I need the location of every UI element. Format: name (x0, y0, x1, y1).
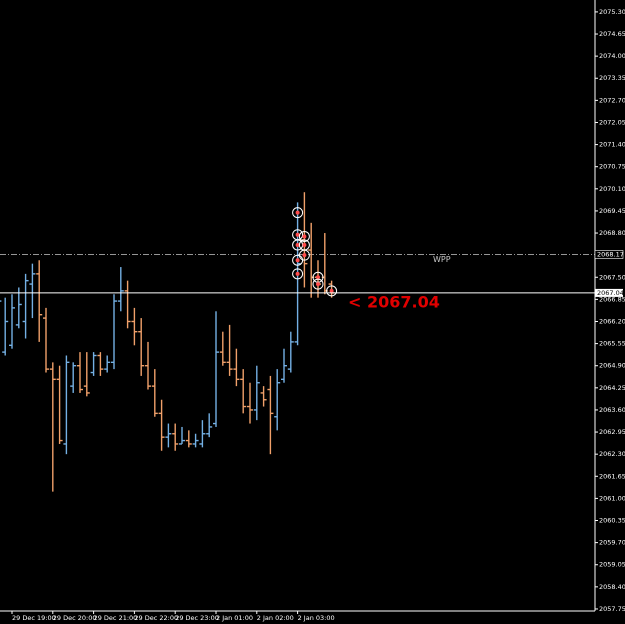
x-tick-label: 29 Dec 20:00 (53, 614, 97, 622)
signal-dot (302, 234, 307, 239)
y-tick-label: 2064.25 (599, 384, 625, 392)
signal-ring (292, 268, 304, 280)
price-label: 2067.04 (597, 289, 624, 297)
y-tick-label: 2068.80 (599, 229, 625, 237)
y-tick-label: 2057.75 (599, 605, 625, 613)
y-tick-label: 2071.40 (599, 141, 625, 149)
y-tick-label: 2066.85 (599, 295, 625, 303)
y-tick-label: 2072.05 (599, 118, 625, 126)
x-tick-label: 29 Dec 22:00 (134, 614, 178, 622)
signal-dot (295, 271, 300, 276)
x-tick-label: 29 Dec 23:00 (175, 614, 219, 622)
y-tick-label: 2073.35 (599, 74, 625, 82)
y-tick-label: 2062.30 (599, 450, 625, 458)
price-box (595, 288, 623, 297)
y-tick-label: 2067.50 (599, 273, 625, 281)
y-tick-label: 2070.75 (599, 163, 625, 171)
y-tick-label: 2059.70 (599, 539, 625, 547)
signal-ring (326, 285, 338, 297)
y-tick-label: 2061.65 (599, 472, 625, 480)
x-tick-label: 2 Jan 01:00 (216, 614, 253, 622)
y-tick-label: 2074.00 (599, 52, 625, 60)
signal-dot (302, 242, 307, 247)
y-tick-label: 2069.45 (599, 207, 625, 215)
y-tick-label: 2062.95 (599, 428, 625, 436)
signal-dot (329, 288, 334, 293)
signal-dot (302, 253, 307, 258)
price-annotation: < 2067.04 (348, 292, 440, 311)
y-tick-label: 2070.10 (599, 185, 625, 193)
signal-ring (292, 207, 304, 219)
signal-ring (298, 230, 310, 242)
y-tick-label: 2074.65 (599, 30, 625, 38)
signal-dot (295, 232, 300, 237)
y-tick-label: 2061.00 (599, 494, 625, 502)
level-box (594, 250, 624, 259)
y-tick-label: 2072.70 (599, 96, 625, 104)
y-tick-label: 2063.60 (599, 406, 625, 414)
level-label: 2068.17 (597, 250, 624, 258)
signal-dot (316, 282, 320, 287)
x-tick-label: 29 Dec 21:00 (94, 614, 138, 622)
y-tick-label: 2064.90 (599, 362, 625, 370)
level-name: WPP (433, 255, 451, 264)
y-tick-label: 2065.55 (599, 340, 625, 348)
signal-ring (298, 249, 310, 261)
y-tick-label: 2066.20 (599, 317, 625, 325)
y-tick-label: 2060.35 (599, 517, 625, 525)
x-tick-label: 2 Jan 02:00 (257, 614, 294, 622)
signal-dot (295, 210, 300, 215)
signal-dot (295, 258, 300, 263)
y-tick-label: 2075.30 (599, 8, 625, 16)
x-tick-label: 29 Dec 19:00 (12, 614, 56, 622)
y-tick-label: 2059.05 (599, 561, 625, 569)
y-tick-label: 2058.40 (599, 583, 625, 591)
signal-dot (316, 275, 320, 280)
signal-ring (312, 278, 324, 290)
x-tick-label: 2 Jan 03:00 (298, 614, 335, 622)
signal-dot (295, 242, 300, 247)
